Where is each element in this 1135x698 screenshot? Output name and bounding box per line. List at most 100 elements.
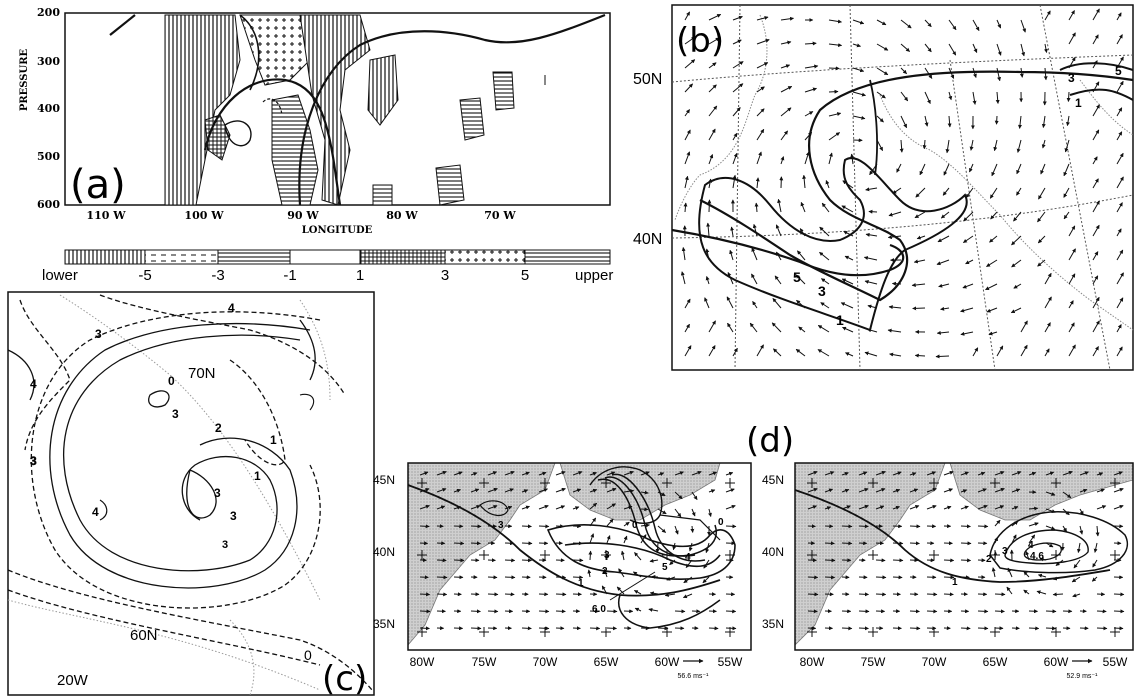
wind-vector-arrow [910, 628, 920, 629]
wind-vector-arrow [825, 560, 835, 561]
wind-vector-arrow [993, 568, 995, 577]
panel-c-contour-label: 3 [214, 486, 221, 500]
wind-vector-arrow [420, 611, 430, 612]
panel-d-left-land [408, 463, 555, 645]
wind-vector-arrow [1029, 628, 1039, 629]
panel-d-left-lat-label: 35N [373, 617, 395, 631]
wind-vector-arrow [539, 628, 549, 629]
wind-vector-arrow [658, 509, 666, 514]
panel-a-y-tick: 400 [37, 102, 60, 115]
panel-d-left-lon-label: 80W [410, 655, 435, 669]
panel-b: 5 3 1 5 3 1 50N 40N (b) [633, 5, 1133, 370]
wind-vector-arrow [471, 611, 480, 612]
wind-vector-arrow [876, 560, 885, 561]
wind-vector-arrow [635, 553, 642, 561]
wind-vector-arrow [556, 611, 565, 612]
wind-vector-arrow [437, 560, 446, 561]
panel-c-contour-label: 3 [222, 539, 228, 551]
panel-d-right-lon-label: 55W [1103, 655, 1128, 669]
wind-vector-arrow [910, 543, 919, 544]
wind-vector-arrow [1092, 577, 1097, 581]
wind-vector-arrow [808, 594, 818, 595]
wind-vector-arrow [1114, 489, 1123, 492]
panel-d-left-lon-label: 60W [655, 655, 680, 669]
wind-vector-arrow [709, 509, 711, 517]
panel-a-y-tick: 500 [37, 150, 60, 163]
panel-c-contour-label: 4 [228, 301, 235, 315]
wind-vector-arrow [876, 577, 886, 578]
panel-c-label: (c) [322, 659, 367, 698]
wind-vector-arrow [607, 536, 610, 543]
wind-vector-arrow [522, 560, 532, 561]
wind-vector-arrow [589, 570, 590, 577]
wind-vector-arrow [1024, 590, 1029, 594]
panel-d-left-contour [660, 515, 720, 540]
panel-d-right-land [950, 463, 1133, 520]
wind-vector-arrow [488, 594, 498, 595]
wind-vector-arrow [607, 519, 613, 526]
wind-vector-arrow [825, 543, 834, 544]
wind-vector-arrow [675, 509, 681, 517]
wind-vector-arrow [522, 526, 531, 527]
panel-c: 4 3 4 0 3 2 1 3 3 1 4 3 3 0 70N 60N 20W … [8, 292, 374, 698]
panel-d-right-lat-label: 35N [762, 617, 784, 631]
panel-d-left-contour [619, 595, 720, 628]
panel-d-left-lat-label: 45N [373, 473, 395, 487]
wind-vector-arrow [556, 506, 565, 509]
panel-d-right-contour-label: 1 [952, 577, 958, 588]
wind-vector-arrow [488, 577, 497, 578]
wind-vector-arrow [590, 534, 593, 543]
colorbar-segment [445, 250, 525, 264]
panel-c-contour-label: 3 [230, 509, 237, 523]
panel-d-right-lat-label: 40N [762, 545, 784, 559]
panel-d-left-contour-label: 3 [498, 520, 504, 531]
wind-vector-arrow [658, 526, 666, 533]
wind-vector-arrow [1097, 611, 1106, 612]
panel-c-lat-label: 70N [188, 365, 216, 382]
wind-vector-arrow [829, 68, 839, 69]
colorbar-segment [65, 250, 145, 264]
wind-vector-arrow [859, 611, 869, 612]
wind-vector-arrow [675, 526, 678, 534]
grid-cross [725, 478, 735, 488]
wind-vector-arrow [944, 507, 951, 510]
wind-vector-arrow [573, 507, 579, 509]
panel-b-contour-label: 5 [1115, 64, 1122, 78]
wind-vector-arrow [726, 506, 735, 509]
panel-a: PRESSURE 200 300 400 500 600 110 W 100 W… [19, 6, 613, 284]
panel-d-right-lon-label: 60W [1044, 655, 1069, 669]
panel-d-label: (d) [746, 421, 794, 461]
panel-d-right-contour-label: 2 [986, 554, 992, 565]
panel-d-left-lon-label: 70W [533, 655, 558, 669]
wind-vector-arrow [505, 577, 515, 578]
panel-d-left-contour [548, 525, 735, 579]
panel-d-right-lon-label: 80W [800, 655, 825, 669]
panel-d-right-vector-scale: 52.9 ms⁻¹ [1067, 673, 1099, 680]
wind-vector-arrow [726, 526, 736, 527]
wind-vector-arrow [995, 594, 1005, 595]
panel-d-left-lon-label: 65W [594, 655, 619, 669]
panel-b-lat-label: 50N [633, 71, 662, 88]
panel-d-left-contour-label: 0 [718, 517, 724, 528]
wind-vector-arrow [910, 506, 919, 509]
wind-vector-arrow [910, 611, 919, 612]
panel-d-left-contour-label: 1 [578, 578, 584, 589]
wind-vector-arrow [913, 308, 925, 309]
wind-vector-arrow [539, 611, 549, 612]
panel-d-left-contour [565, 543, 720, 566]
colorbar-lower-label: lower [42, 267, 78, 284]
panel-d-left-lon-label: 75W [472, 655, 497, 669]
panel-a-x-tick: 90 W [287, 209, 319, 222]
grid-cross [479, 550, 489, 560]
wind-vector-arrow [539, 526, 549, 527]
panel-d: (d) 3 0 0 3 4 5 2 1 [373, 421, 1133, 680]
wind-vector-arrow [709, 490, 715, 492]
wind-vector-arrow [690, 543, 692, 551]
wind-vector-arrow [944, 472, 953, 475]
panel-d-left-vector-scale: 56.6 ms⁻¹ [678, 673, 710, 680]
wind-vector-arrow [936, 356, 949, 357]
wind-vector-arrow [927, 506, 936, 509]
wind-vector-arrow [1046, 526, 1055, 529]
wind-vector-arrow [420, 594, 430, 595]
wind-vector-arrow [1097, 506, 1106, 509]
